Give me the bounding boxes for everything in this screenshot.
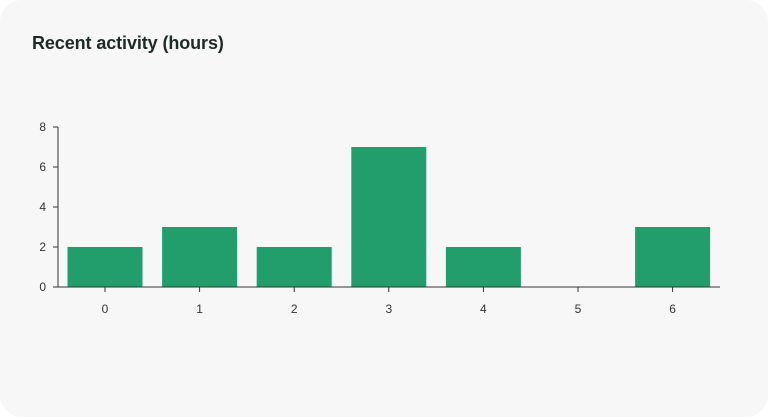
bar-2 <box>256 247 332 287</box>
bar-4 <box>445 247 521 287</box>
bar-1 <box>162 227 238 287</box>
y-tick-label-8: 8 <box>39 120 46 134</box>
y-axis: 0 2 4 6 8 <box>39 120 59 294</box>
x-tick-label-6: 6 <box>669 302 676 316</box>
x-tick-label-4: 4 <box>480 302 487 316</box>
bar-0 <box>67 247 143 287</box>
x-tick-label-2: 2 <box>291 302 298 316</box>
x-tick-label-3: 3 <box>385 302 392 316</box>
x-tick-label-0: 0 <box>102 302 109 316</box>
x-axis: 0 1 2 3 4 5 6 <box>58 286 720 316</box>
bar-6 <box>635 227 711 287</box>
chart-title: Recent activity (hours) <box>32 33 224 53</box>
y-tick-label-4: 4 <box>39 200 46 214</box>
y-tick-label-6: 6 <box>39 160 46 174</box>
x-tick-label-1: 1 <box>196 302 203 316</box>
bar-3 <box>351 147 427 287</box>
x-tick-label-5: 5 <box>575 302 582 316</box>
y-tick-label-2: 2 <box>39 240 46 254</box>
y-tick-label-0: 0 <box>39 280 46 294</box>
bars-group <box>67 147 711 287</box>
